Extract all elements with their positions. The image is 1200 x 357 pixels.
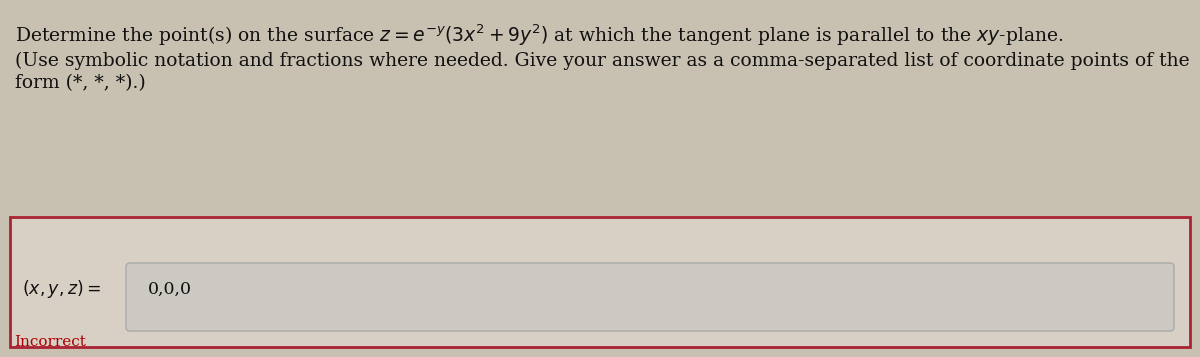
Text: Incorrect: Incorrect: [14, 335, 86, 349]
Text: (Use symbolic notation and fractions where needed. Give your answer as a comma-s: (Use symbolic notation and fractions whe…: [14, 52, 1189, 70]
FancyBboxPatch shape: [10, 217, 1190, 347]
Text: form (*, *, *).): form (*, *, *).): [14, 74, 145, 92]
FancyBboxPatch shape: [126, 263, 1174, 331]
Text: $(x, y, z) =$: $(x, y, z) =$: [22, 278, 101, 300]
Text: 0,0,0: 0,0,0: [148, 281, 192, 297]
Text: Determine the point(s) on the surface $z = e^{-y}(3x^2 + 9y^2)$ at which the tan: Determine the point(s) on the surface $z…: [14, 22, 1063, 47]
